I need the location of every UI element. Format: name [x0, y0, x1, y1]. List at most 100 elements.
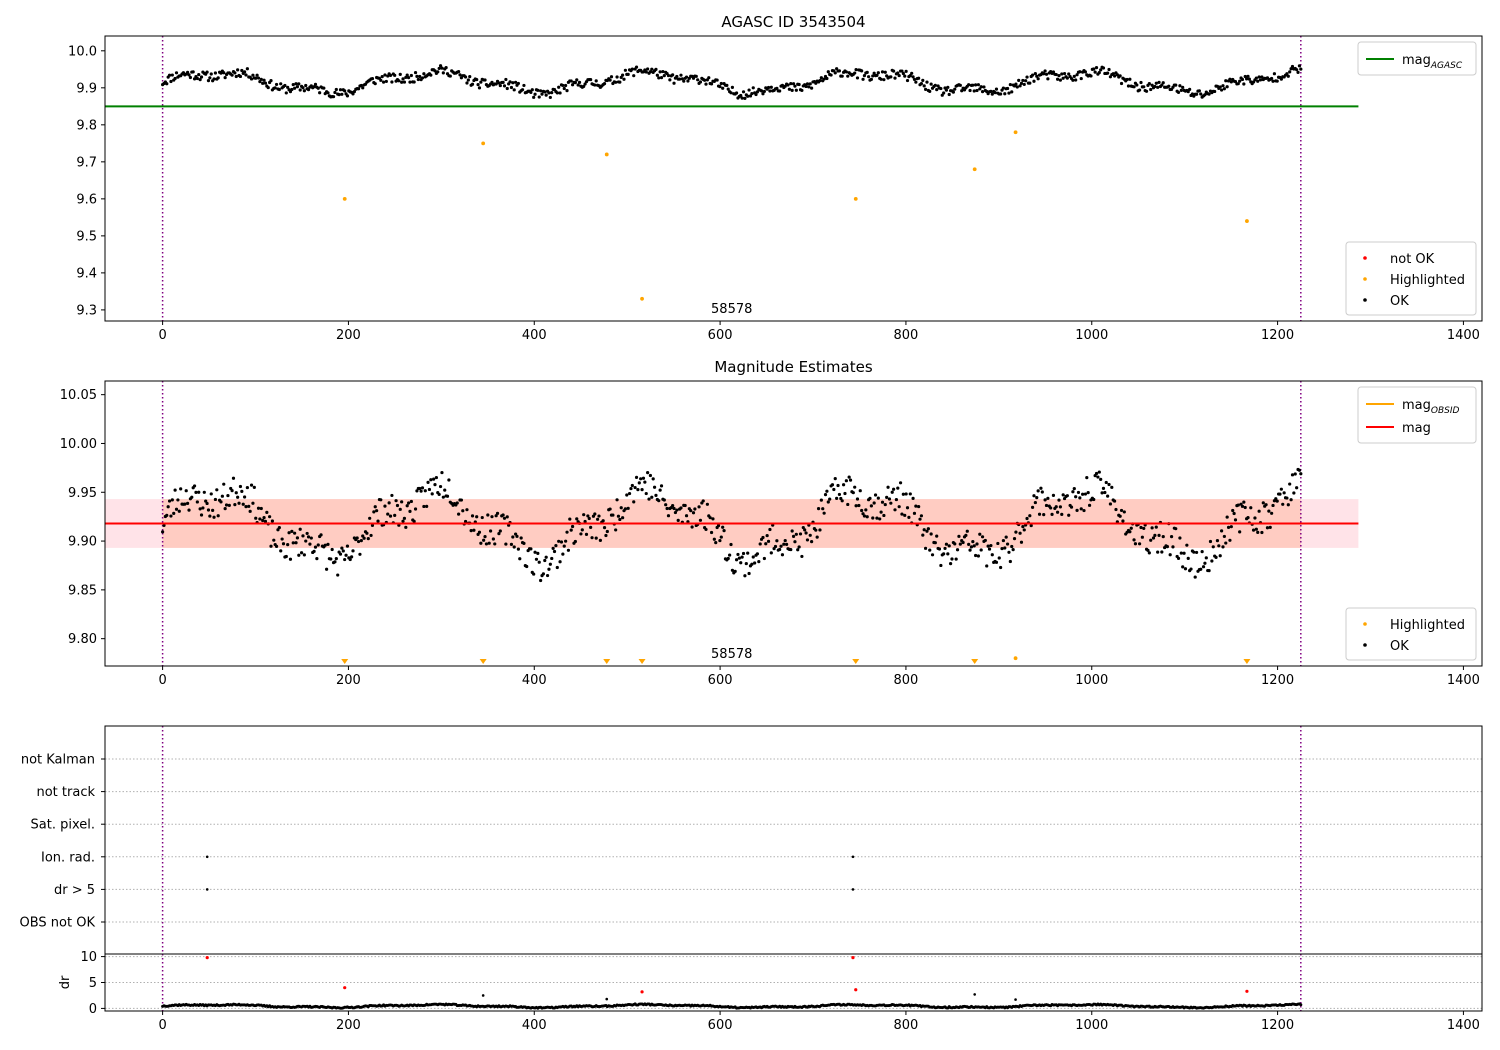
ok-point: [514, 80, 518, 84]
ok-point: [422, 504, 426, 509]
ok-point: [413, 70, 418, 75]
flag-label: Sat. pixel.: [31, 818, 95, 833]
flag-label: dr > 5: [54, 883, 95, 898]
ok-point: [987, 547, 992, 551]
ok-point: [493, 542, 497, 546]
ok-point: [1265, 526, 1270, 530]
ok-point: [376, 519, 380, 523]
legend-markers: not OK Highlighted OK: [1345, 241, 1477, 316]
ok-point: [917, 504, 921, 509]
ok-point: [637, 481, 641, 485]
ok-point: [406, 501, 411, 505]
ok-point: [438, 64, 443, 68]
ok-point: [341, 549, 345, 553]
ok-point: [1049, 506, 1053, 510]
ok-point: [404, 75, 408, 80]
y-tick-label: 9.4: [76, 266, 97, 281]
ok-point: [994, 87, 999, 91]
ok-point: [167, 499, 172, 503]
ok-point: [277, 525, 281, 530]
ok-point: [648, 473, 653, 478]
ok-point: [356, 539, 361, 544]
ok-point: [758, 542, 762, 546]
ok-point: [910, 71, 914, 75]
ok-point: [644, 491, 648, 496]
ok-point: [1106, 71, 1110, 75]
ok-point: [1085, 476, 1089, 480]
y-tick-label: 10.00: [60, 437, 97, 452]
ok-point: [544, 555, 548, 559]
ok-point: [1061, 493, 1065, 497]
ok-point: [483, 78, 487, 82]
ok-point: [318, 91, 322, 95]
ok-point: [306, 88, 311, 92]
ok-point: [195, 500, 199, 504]
ok-point: [1132, 85, 1136, 89]
ok-point: [618, 80, 622, 84]
ok-point: [1147, 551, 1151, 555]
ok-point: [1040, 490, 1044, 494]
ok-point: [197, 73, 201, 77]
ok-point: [878, 517, 882, 521]
ok-point: [939, 86, 943, 91]
ok-point: [508, 80, 512, 84]
ok-point: [930, 553, 935, 557]
ok-point: [707, 76, 711, 80]
ok-point: [1138, 542, 1142, 546]
ok-point: [675, 508, 679, 512]
ok-point: [893, 508, 897, 512]
ok-point: [876, 71, 880, 75]
ok-point: [1069, 505, 1074, 509]
ok-point: [1114, 507, 1118, 512]
ok-point: [1008, 82, 1012, 87]
ok-point: [388, 73, 393, 78]
legend-label: OK: [1390, 294, 1409, 309]
ok-point: [573, 539, 577, 544]
ok-point: [665, 506, 669, 511]
ok-point: [469, 529, 473, 533]
ok-point: [249, 77, 254, 81]
ok-point: [1112, 74, 1117, 78]
ok-point: [865, 70, 869, 74]
ok-point: [825, 76, 829, 81]
ok-point: [333, 90, 337, 95]
x-tick-label: 200: [336, 673, 361, 688]
ok-point: [557, 539, 561, 543]
ok-point: [262, 78, 266, 82]
ok-point: [516, 547, 520, 551]
ok-point: [199, 75, 204, 79]
ok-point: [766, 539, 771, 543]
ok-point: [1222, 87, 1226, 91]
ok-point: [545, 573, 550, 578]
ok-point: [761, 92, 765, 96]
ok-point: [1165, 544, 1169, 549]
ok-point: [769, 85, 773, 89]
ok-point: [279, 82, 283, 86]
ok-point: [594, 536, 598, 540]
ok-point: [537, 560, 541, 564]
ok-point: [879, 77, 883, 81]
ok-point: [746, 551, 750, 555]
ok-point: [1153, 533, 1157, 537]
ok-point: [532, 572, 536, 576]
ok-point: [479, 541, 483, 545]
ok-point: [390, 80, 394, 84]
ok-point: [501, 80, 505, 84]
ok-point: [1174, 83, 1178, 87]
x-tick-label: 800: [894, 1018, 919, 1033]
ok-point: [999, 565, 1003, 570]
ok-point: [922, 528, 926, 532]
x-tick-label: 200: [336, 328, 361, 343]
ok-point: [340, 546, 344, 550]
ok-point: [294, 82, 298, 86]
not-ok-point: [851, 956, 855, 960]
ok-point: [750, 92, 754, 96]
ok-point: [393, 73, 397, 77]
ok-point: [818, 79, 822, 83]
ok-point: [262, 516, 266, 520]
ok-point: [223, 76, 227, 80]
ok-point: [1125, 77, 1129, 82]
ok-point: [291, 83, 295, 87]
ok-point: [766, 85, 771, 90]
ok-point: [908, 73, 912, 78]
